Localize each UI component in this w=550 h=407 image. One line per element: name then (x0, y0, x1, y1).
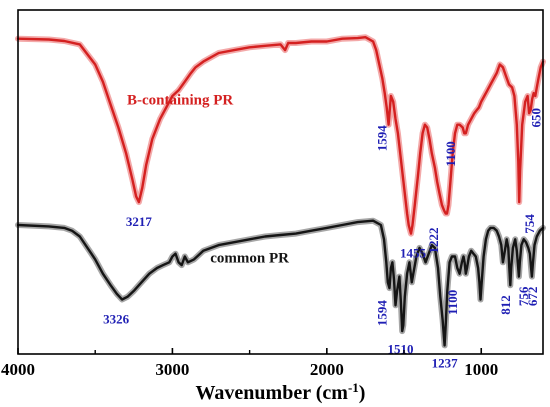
peak-label-1-1: 1594 (374, 300, 389, 327)
peak-label-0-0: 3217 (126, 214, 153, 229)
peak-label-0-5: 754 (522, 214, 537, 234)
series-line-0 (16, 36, 545, 235)
series-line-1 (16, 219, 545, 347)
peak-label-0-2: 1455 (400, 246, 427, 261)
peak-label-1-0: 3326 (103, 312, 130, 327)
series-layer: B-containing PR common PR (15, 34, 546, 349)
peak-label-1-7: 672 (525, 287, 540, 307)
peak-label-1-3: 1237 (432, 355, 459, 370)
x-axis-title-main: Wavenumber (cm (196, 382, 349, 404)
peak-label-0-1: 1594 (374, 125, 389, 152)
x-tick-label-1: 3000 (155, 360, 189, 379)
x-tick-label-0: 4000 (1, 360, 35, 379)
series-label-1: common PR (210, 250, 289, 266)
x-axis-title: Wavenumber (cm-1) (196, 380, 366, 405)
series-glow-1 (15, 217, 546, 349)
peak-label-0-3: 1222 (426, 228, 441, 254)
peak-label-1-2: 1510 (387, 341, 413, 356)
x-axis-title-close: ) (359, 382, 366, 404)
peak-label-0-4: 1100 (443, 141, 458, 166)
x-axis-title-superscript: -1 (348, 380, 359, 395)
plot-frame (17, 9, 544, 355)
x-tick-label-3: 1000 (464, 360, 498, 379)
peak-label-layer: 3217 1594 1455 1222 1100 754 650 3326 1594 1510 12… (103, 108, 543, 370)
x-axis-ticks: 4000 3000 2000 1000 (1, 348, 498, 379)
x-tick-label-2: 2000 (310, 360, 344, 379)
peak-label-0-6: 650 (528, 108, 543, 128)
peak-label-1-5: 812 (498, 295, 513, 315)
series-label-0: B-containing PR (127, 93, 233, 109)
peak-label-1-6: 756 (516, 286, 531, 306)
peak-label-1-4: 1100 (445, 290, 460, 315)
